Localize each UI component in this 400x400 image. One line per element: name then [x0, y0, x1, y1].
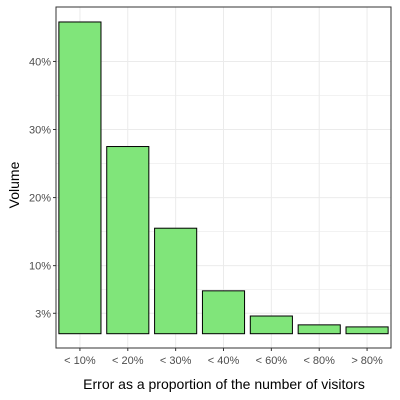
- y-axis-ticks: 3% 10% 20% 30% 40%: [29, 56, 56, 320]
- bar-6: [345, 326, 389, 335]
- bar-4: [249, 315, 293, 335]
- x-tick-label: < 40%: [208, 355, 240, 367]
- bar-3: [201, 290, 246, 335]
- y-tick-label: 40%: [29, 56, 51, 68]
- x-axis-title: Error as a proportion of the number of v…: [83, 376, 365, 392]
- x-tick-label: > 80%: [351, 355, 383, 367]
- x-tick-label: < 60%: [256, 355, 288, 367]
- x-tick-label: < 10%: [64, 355, 96, 367]
- x-axis-ticks: < 10% < 20% < 30% < 40% < 60% < 80% > 80%: [64, 348, 383, 367]
- bar-0: [58, 21, 102, 335]
- bar-5: [297, 324, 341, 335]
- x-tick-label: < 80%: [303, 355, 335, 367]
- x-tick-label: < 30%: [160, 355, 192, 367]
- bar-2: [154, 227, 198, 335]
- y-tick-label: 3%: [35, 308, 51, 320]
- bars: [58, 21, 389, 335]
- y-tick-label: 30%: [29, 125, 51, 137]
- y-tick-label: 10%: [29, 261, 51, 273]
- x-tick-label: < 20%: [112, 355, 144, 367]
- y-tick-label: 20%: [29, 193, 51, 205]
- y-axis-title: Volume: [6, 161, 22, 208]
- bar-1: [106, 146, 150, 335]
